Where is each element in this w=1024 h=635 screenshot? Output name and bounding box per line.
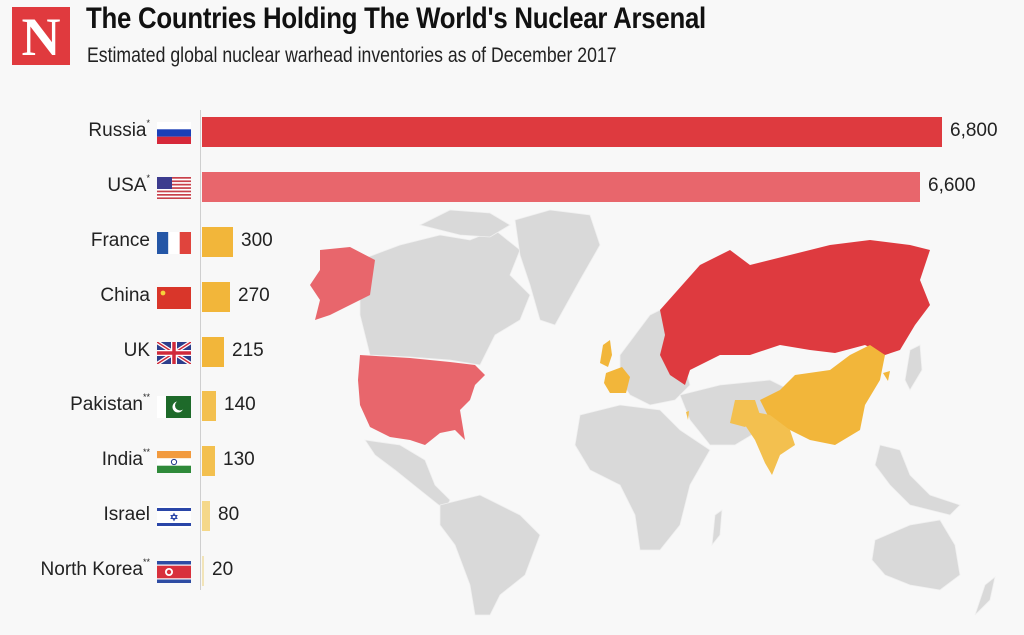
map-france [604, 367, 630, 393]
country-name: France [90, 230, 150, 251]
footnote-mark: ** [142, 447, 150, 457]
bar [202, 556, 204, 586]
bar-row: China 270 [0, 282, 1024, 312]
country-name: Israel [103, 504, 150, 525]
map-pakistan [730, 400, 760, 427]
value-label: 130 [223, 449, 255, 470]
bar-row: France 300 [0, 227, 1024, 257]
bar [202, 227, 233, 257]
footnote-mark: ** [142, 392, 150, 402]
country-label: France [91, 230, 150, 252]
country-label: USA* [107, 173, 150, 197]
country-label: China [100, 285, 150, 307]
bar-row: USA* 6,600 [0, 172, 1024, 202]
map-canada [359, 229, 531, 366]
map-usa [358, 355, 485, 445]
bar-row: Pakistan** 140 [0, 391, 1024, 421]
bar [202, 117, 942, 147]
map-arctic-islands [418, 209, 511, 238]
china-flag-icon [157, 287, 191, 309]
footnote-mark: * [146, 173, 150, 183]
israel-flag-icon [157, 506, 191, 528]
bar [202, 391, 216, 421]
country-label: India** [101, 447, 150, 471]
uk-flag-icon [157, 342, 191, 364]
bar-row: North Korea** 20 [0, 556, 1024, 586]
map-africa [574, 404, 711, 551]
chart-title: The Countries Holding The World's Nuclea… [86, 2, 706, 35]
country-name: North Korea [40, 559, 143, 580]
bar [202, 446, 215, 476]
map-israel [686, 411, 689, 420]
chart-subtitle: Estimated global nuclear warhead invento… [87, 44, 617, 67]
bar-row: Russia* 6,800 [0, 117, 1024, 147]
map-south-america [439, 494, 541, 616]
value-label: 215 [232, 340, 264, 361]
bar-row: Israel 80 [0, 501, 1024, 531]
map-greenland [514, 209, 601, 326]
value-label: 20 [212, 559, 234, 580]
pakistan-flag-icon [157, 396, 191, 418]
bar [202, 337, 224, 367]
value-label: 140 [224, 394, 256, 415]
map-north-korea [883, 371, 890, 381]
country-label: Russia* [88, 118, 150, 142]
logo-letter: N [21, 7, 61, 67]
bar [202, 172, 920, 202]
y-axis-line [200, 110, 201, 590]
russia-flag-icon [157, 122, 191, 144]
map-madagascar [711, 509, 723, 547]
india-flag-icon [157, 451, 191, 473]
world-map [310, 209, 996, 616]
map-southeast-asia [874, 444, 961, 516]
bar-row: India** 130 [0, 446, 1024, 476]
country-name: India [101, 449, 143, 470]
country-name: Pakistan [70, 394, 143, 415]
map-russia [660, 240, 930, 385]
country-name: UK [123, 340, 150, 361]
france-flag-icon [157, 232, 191, 254]
country-name: China [100, 285, 150, 306]
map-new-zealand [974, 575, 996, 616]
footnote-mark: * [146, 118, 150, 128]
country-name: Russia [88, 120, 147, 141]
value-label: 6,800 [950, 120, 998, 141]
newsweek-logo: N [12, 7, 70, 65]
map-australia [871, 519, 961, 591]
country-label: Pakistan** [70, 392, 150, 416]
bar [202, 282, 230, 312]
value-label: 6,600 [928, 175, 976, 196]
country-label: UK [124, 340, 150, 362]
country-name: USA [107, 175, 147, 196]
value-label: 270 [238, 285, 270, 306]
bar-row: UK 215 [0, 337, 1024, 367]
map-japan [904, 344, 923, 391]
map-india [745, 410, 795, 475]
usa-flag-icon [157, 177, 191, 199]
footnote-mark: ** [142, 557, 150, 567]
map-alaska [310, 247, 375, 320]
value-label: 80 [218, 504, 240, 525]
country-label: North Korea** [40, 557, 150, 581]
country-label: Israel [104, 504, 150, 526]
map-china [760, 345, 885, 445]
map-uk [600, 340, 612, 367]
value-label: 300 [241, 230, 273, 251]
bar [202, 501, 210, 531]
north-korea-flag-icon [157, 561, 191, 583]
